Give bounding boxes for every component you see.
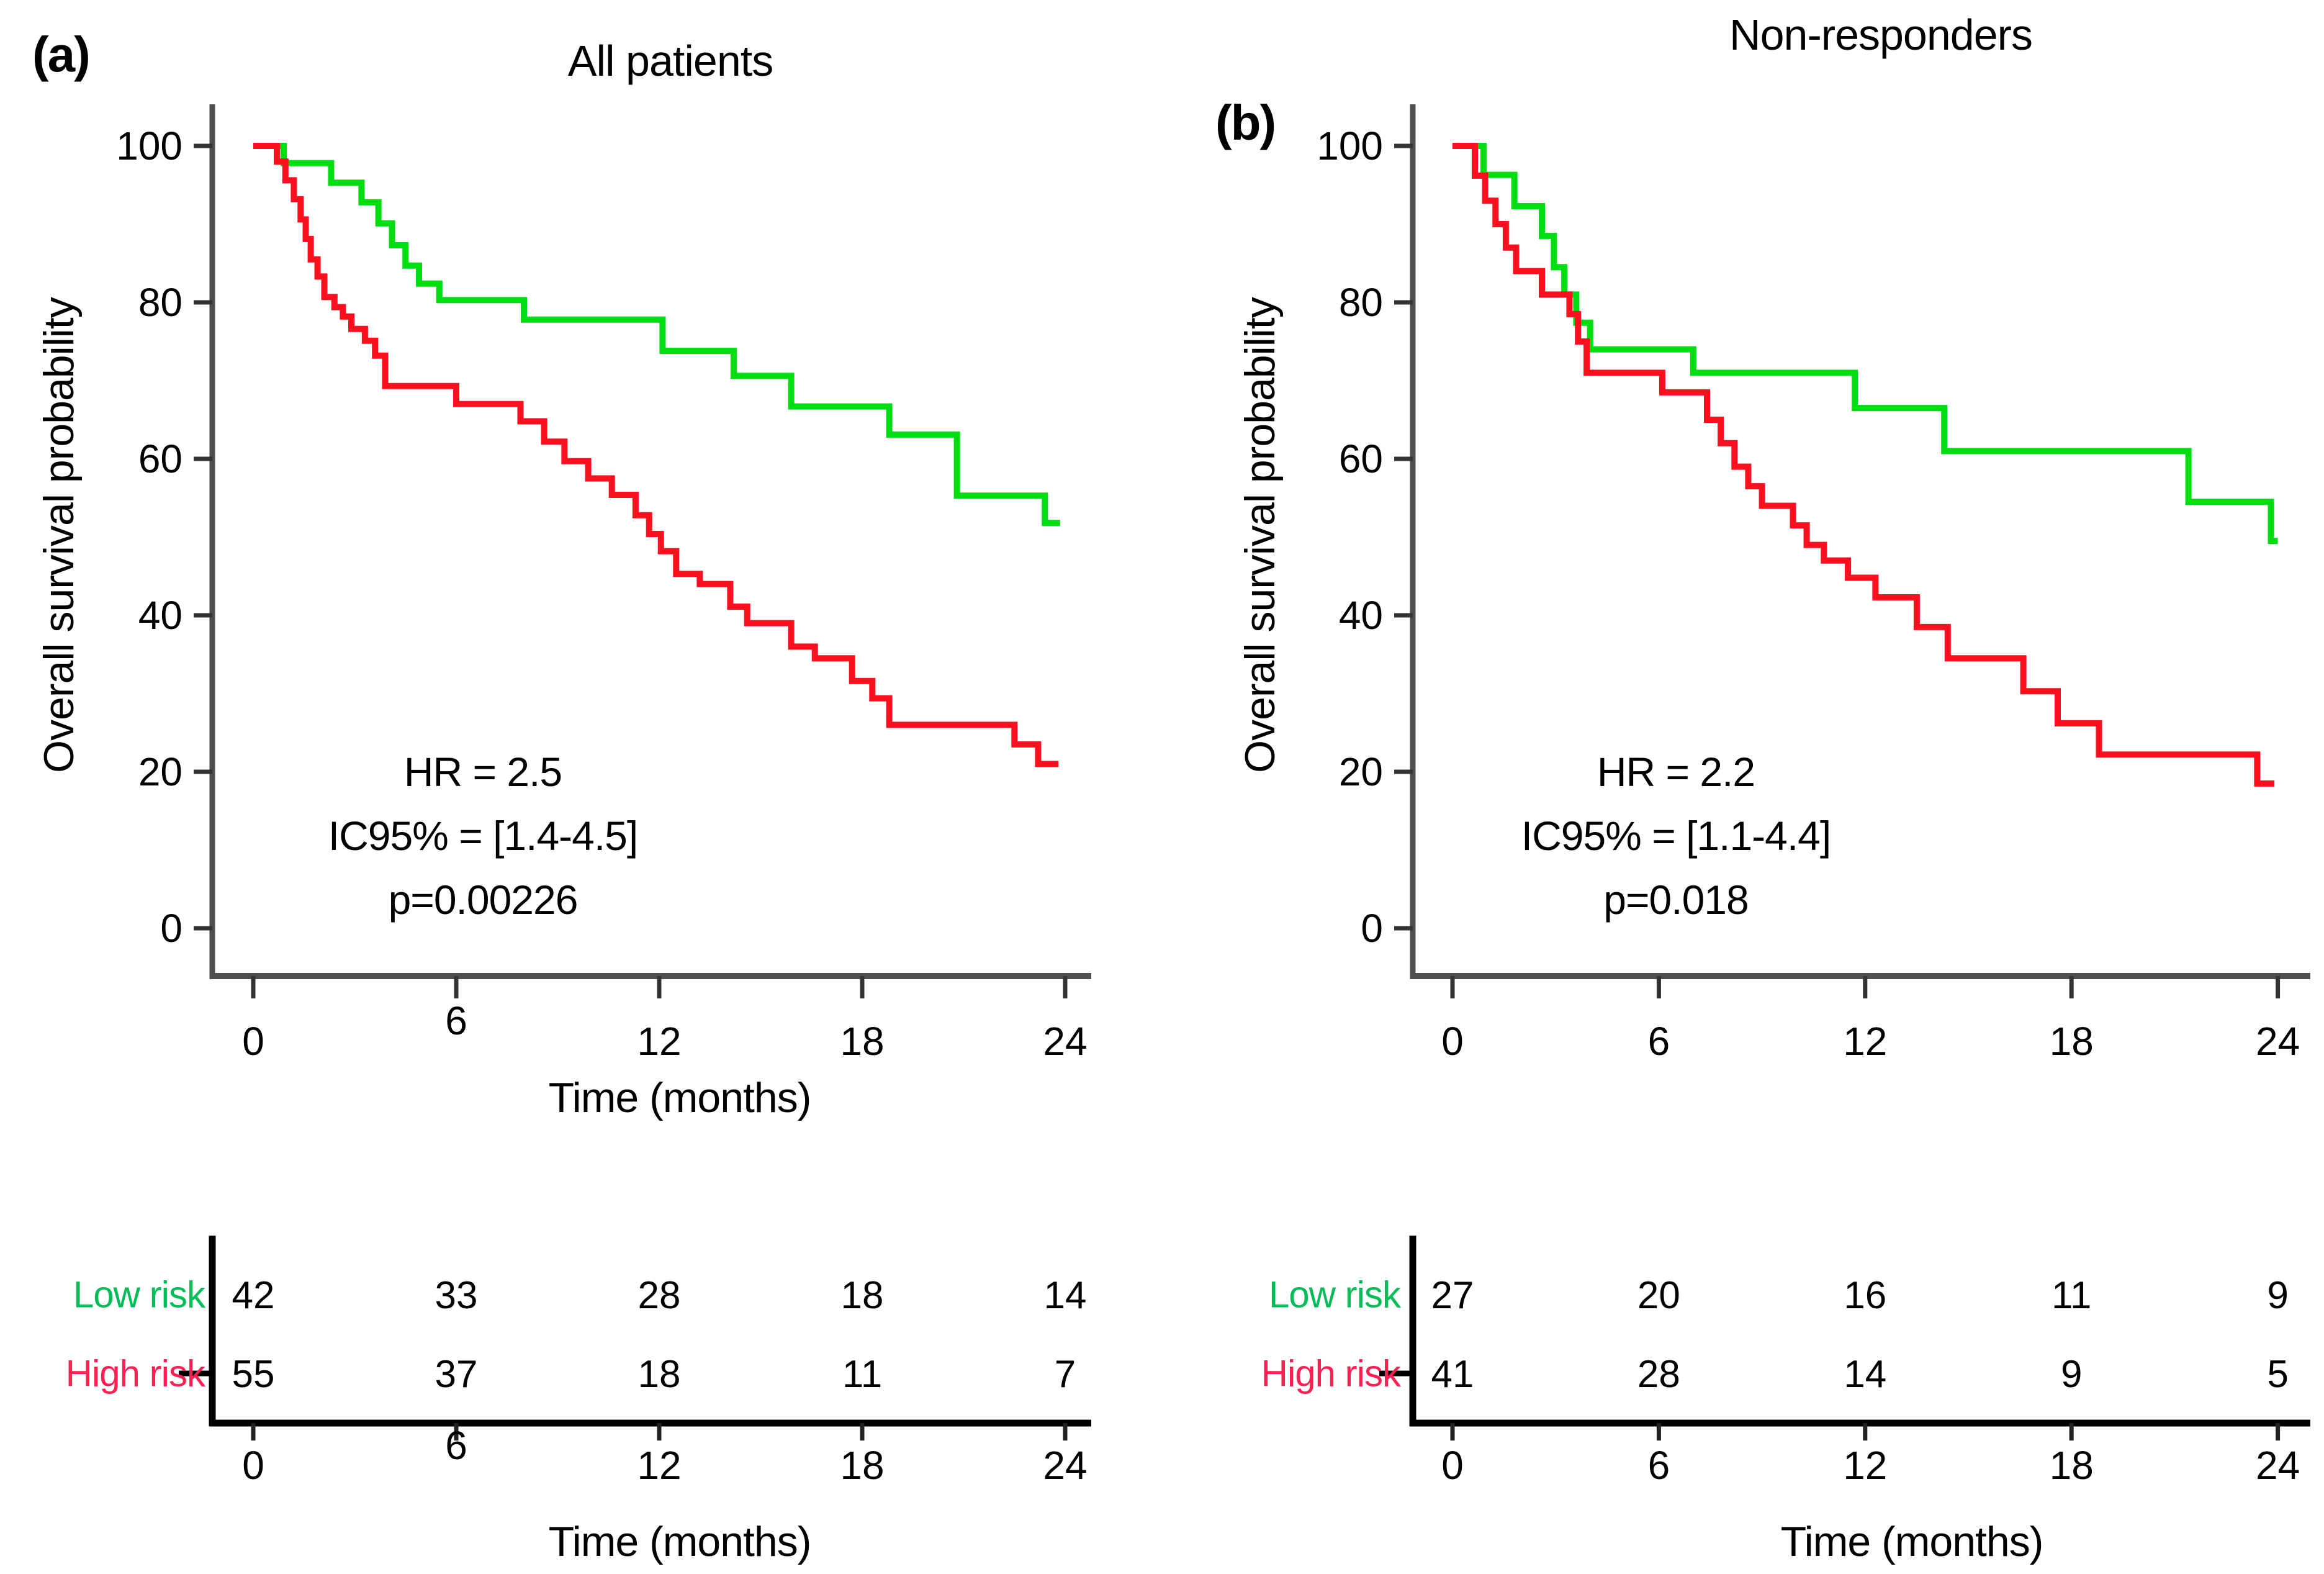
high-risk-curve-panel-a bbox=[253, 143, 1059, 767]
x-tick-label: 0 bbox=[242, 1019, 264, 1064]
y-tick-label: 100 bbox=[1317, 124, 1383, 168]
panel-a-tag: (a) bbox=[32, 27, 91, 82]
panel-a-title: All patients bbox=[567, 37, 773, 85]
risk-table-a-high-risk-label: High risk bbox=[65, 1352, 205, 1395]
risk-count-low-t0: 42 bbox=[232, 1274, 275, 1317]
panel-b-tag: (b) bbox=[1215, 95, 1276, 150]
x-tick-label: 18 bbox=[840, 1019, 884, 1064]
y-tick-label: 100 bbox=[116, 124, 182, 168]
risk-table-x-tick-label: 6 bbox=[1648, 1443, 1670, 1488]
risk-table-x-tick-label: 6 bbox=[445, 1423, 467, 1468]
y-tick-label: 40 bbox=[1339, 593, 1383, 638]
risk-count-high-t24: 5 bbox=[2267, 1353, 2288, 1396]
risk-count-low-t6: 33 bbox=[435, 1274, 478, 1317]
panel-b-ci-text: IC95% = [1.1-4.4] bbox=[1521, 813, 1831, 859]
risk-count-high-t18: 11 bbox=[842, 1353, 882, 1396]
risk-table-b-low-risk-label: Low risk bbox=[1268, 1273, 1401, 1316]
y-tick-label: 60 bbox=[138, 436, 182, 481]
risk-table-x-tick-label: 0 bbox=[242, 1443, 264, 1488]
x-tick-label: 18 bbox=[2050, 1019, 2094, 1064]
panel-a-ci-text: IC95% = [1.4-4.5] bbox=[328, 813, 638, 859]
risk-count-low-t12: 16 bbox=[1844, 1274, 1886, 1317]
x-tick-label: 6 bbox=[445, 998, 467, 1043]
risk-count-low-t12: 28 bbox=[638, 1274, 681, 1317]
x-tick-label: 24 bbox=[1043, 1019, 1087, 1064]
low-risk-curve-panel-a bbox=[253, 143, 1060, 527]
y-tick-label: 60 bbox=[1339, 436, 1383, 481]
x-tick-label: 24 bbox=[2256, 1019, 2300, 1064]
risk-count-high-t12: 18 bbox=[638, 1353, 681, 1396]
risk-count-high-t6: 28 bbox=[1637, 1353, 1680, 1396]
panel-b-title: Non-responders bbox=[1729, 11, 2033, 59]
panel-a-p-text: p=0.00226 bbox=[388, 877, 579, 923]
risk-count-low-t18: 18 bbox=[841, 1274, 884, 1317]
y-tick-label: 80 bbox=[1339, 280, 1383, 325]
y-tick-label: 20 bbox=[138, 749, 182, 794]
panel-b-p-text: p=0.018 bbox=[1603, 877, 1749, 923]
risk-count-high-t6: 37 bbox=[435, 1353, 478, 1396]
y-tick-label: 80 bbox=[138, 280, 182, 325]
risk-table-x-tick-label: 24 bbox=[2256, 1443, 2300, 1488]
risk-count-high-t0: 55 bbox=[232, 1353, 275, 1396]
panel-a-annotation: HR = 2.5 IC95% = [1.4-4.5] p=0.00226 bbox=[328, 740, 638, 932]
risk-table-x-tick-label: 18 bbox=[840, 1443, 884, 1488]
risk-count-high-t18: 9 bbox=[2061, 1353, 2082, 1396]
risk-count-low-t0: 27 bbox=[1431, 1274, 1474, 1317]
panel-b-ylabel: Overall survival probability bbox=[1236, 297, 1284, 773]
high-risk-curve-panel-b bbox=[1452, 143, 2275, 787]
risk-count-low-t24: 9 bbox=[2267, 1274, 2288, 1317]
y-tick-label: 0 bbox=[1361, 906, 1383, 951]
risk-count-low-t18: 11 bbox=[2052, 1274, 2091, 1317]
x-tick-label: 12 bbox=[637, 1019, 681, 1064]
x-tick-label: 12 bbox=[1843, 1019, 1887, 1064]
y-tick-label: 20 bbox=[1339, 749, 1383, 794]
risk-count-low-t6: 20 bbox=[1637, 1274, 1680, 1317]
low-risk-curve-panel-b bbox=[1452, 143, 2278, 545]
risk-table-b-high-risk-label: High risk bbox=[1261, 1352, 1401, 1395]
risk-table-a-low-risk-label: Low risk bbox=[73, 1273, 205, 1316]
risk-table-x-tick-label: 0 bbox=[1441, 1443, 1464, 1488]
risk-table-x-tick-label: 18 bbox=[2050, 1443, 2094, 1488]
panel-a-ylabel: Overall survival probability bbox=[35, 297, 83, 773]
panel-b-annotation: HR = 2.2 IC95% = [1.1-4.4] p=0.018 bbox=[1521, 740, 1831, 932]
risk-count-low-t24: 14 bbox=[1044, 1274, 1087, 1317]
y-tick-label: 0 bbox=[160, 906, 182, 951]
risk-table-b-xlabel: Time (months) bbox=[1780, 1518, 2044, 1565]
y-tick-label: 40 bbox=[138, 593, 182, 638]
panel-b-hr-text: HR = 2.2 bbox=[1597, 749, 1755, 795]
x-tick-label: 0 bbox=[1441, 1019, 1464, 1064]
risk-table-x-tick-label: 24 bbox=[1043, 1443, 1087, 1488]
risk-count-high-t0: 41 bbox=[1431, 1353, 1474, 1396]
panel-a-hr-text: HR = 2.5 bbox=[403, 749, 562, 795]
risk-count-high-t12: 14 bbox=[1844, 1353, 1886, 1396]
x-tick-label: 6 bbox=[1648, 1019, 1670, 1064]
risk-table-x-tick-label: 12 bbox=[1843, 1443, 1887, 1488]
risk-table-a-xlabel: Time (months) bbox=[548, 1518, 812, 1565]
risk-count-high-t24: 7 bbox=[1055, 1353, 1076, 1396]
panel-a-xlabel: Time (months) bbox=[548, 1074, 812, 1121]
risk-table-x-tick-label: 12 bbox=[637, 1443, 681, 1488]
